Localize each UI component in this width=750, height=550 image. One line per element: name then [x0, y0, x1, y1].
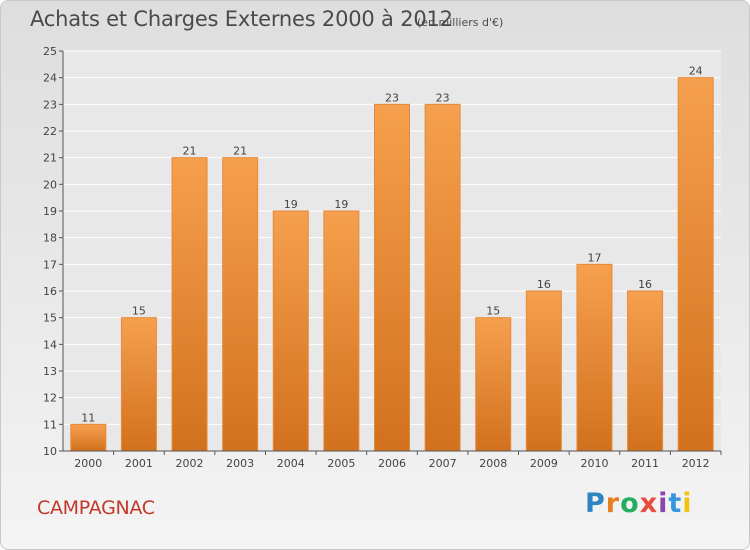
x-tick-label: 2002: [176, 457, 204, 470]
bar: [576, 263, 613, 452]
data-label: 11: [81, 411, 95, 424]
y-axis-ticks: 10 11 12 13 14 15 16 17 18 19 20 21 22 23 24 25: [43, 45, 63, 458]
bar: [627, 290, 664, 452]
brand-letter: i: [682, 488, 693, 519]
x-tick-label: 2007: [429, 457, 457, 470]
data-label: 19: [334, 198, 348, 211]
chart-subtitle: (en milliers d'€): [417, 16, 504, 29]
data-label: 15: [132, 305, 146, 318]
y-tick-label: 22: [43, 125, 57, 138]
y-tick-label: 10: [43, 445, 57, 458]
commune-name: CAMPAGNAC: [37, 497, 155, 519]
data-label: 21: [183, 145, 197, 158]
data-label: 23: [436, 91, 450, 104]
bar: [475, 317, 512, 452]
data-label: 21: [233, 145, 247, 158]
data-label: 24: [689, 65, 703, 78]
x-tick-label: 2004: [277, 457, 305, 470]
brand-letter: r: [605, 488, 621, 519]
y-tick-label: 12: [43, 392, 57, 405]
x-tick-label: 2005: [327, 457, 355, 470]
y-tick-label: 17: [43, 258, 57, 271]
y-tick-label: 24: [43, 72, 57, 85]
brand-letter: o: [620, 488, 640, 519]
x-tick-label: 2011: [631, 457, 659, 470]
x-tick-label: 2012: [682, 457, 710, 470]
x-tick-label: 2006: [378, 457, 406, 470]
bar: [424, 103, 461, 452]
bar: [374, 103, 410, 452]
x-tick-label: 2008: [479, 457, 507, 470]
y-tick-label: 21: [43, 152, 57, 165]
y-tick-label: 25: [43, 45, 57, 58]
bar: [171, 157, 208, 452]
brand-letter: P: [585, 488, 606, 519]
data-label: 15: [486, 305, 500, 318]
bar: [70, 423, 107, 452]
x-tick-label: 2000: [74, 457, 102, 470]
data-labels: 11 15 21 21 19 19 23 23 15 16 17 16 24: [81, 65, 702, 425]
x-axis-ticks: 2000 2001 2002 2003 2004 2005 2006 2007 2008 2009…: [74, 451, 722, 470]
y-tick-label: 15: [43, 312, 57, 325]
bar: [677, 77, 714, 452]
y-tick-label: 23: [43, 98, 57, 111]
data-label: 16: [638, 278, 652, 291]
data-label: 17: [587, 251, 601, 264]
y-tick-label: 19: [43, 205, 57, 218]
brand-letter: x: [639, 488, 659, 519]
brand-letter: t: [668, 488, 683, 519]
x-tick-label: 2003: [226, 457, 254, 470]
bar: [222, 157, 259, 452]
bar: [323, 210, 360, 452]
y-tick-label: 16: [43, 285, 57, 298]
x-tick-label: 2010: [580, 457, 608, 470]
data-label: 23: [385, 91, 399, 104]
axes: [62, 51, 721, 452]
bar: [272, 210, 309, 452]
y-tick-label: 11: [43, 418, 57, 431]
bar: [120, 317, 157, 452]
x-tick-label: 2009: [530, 457, 558, 470]
data-label: 16: [537, 278, 551, 291]
bar: [525, 290, 562, 452]
brand-logo: Proxiti: [585, 488, 693, 519]
y-tick-label: 13: [43, 365, 57, 378]
y-tick-label: 14: [43, 338, 57, 351]
data-label: 19: [284, 198, 298, 211]
y-tick-label: 20: [43, 178, 57, 191]
brand-letter: i: [658, 488, 669, 519]
y-tick-label: 18: [43, 232, 57, 245]
bars: [70, 77, 714, 452]
chart-title: Achats et Charges Externes 2000 à 2012: [30, 7, 453, 31]
x-tick-label: 2001: [125, 457, 153, 470]
